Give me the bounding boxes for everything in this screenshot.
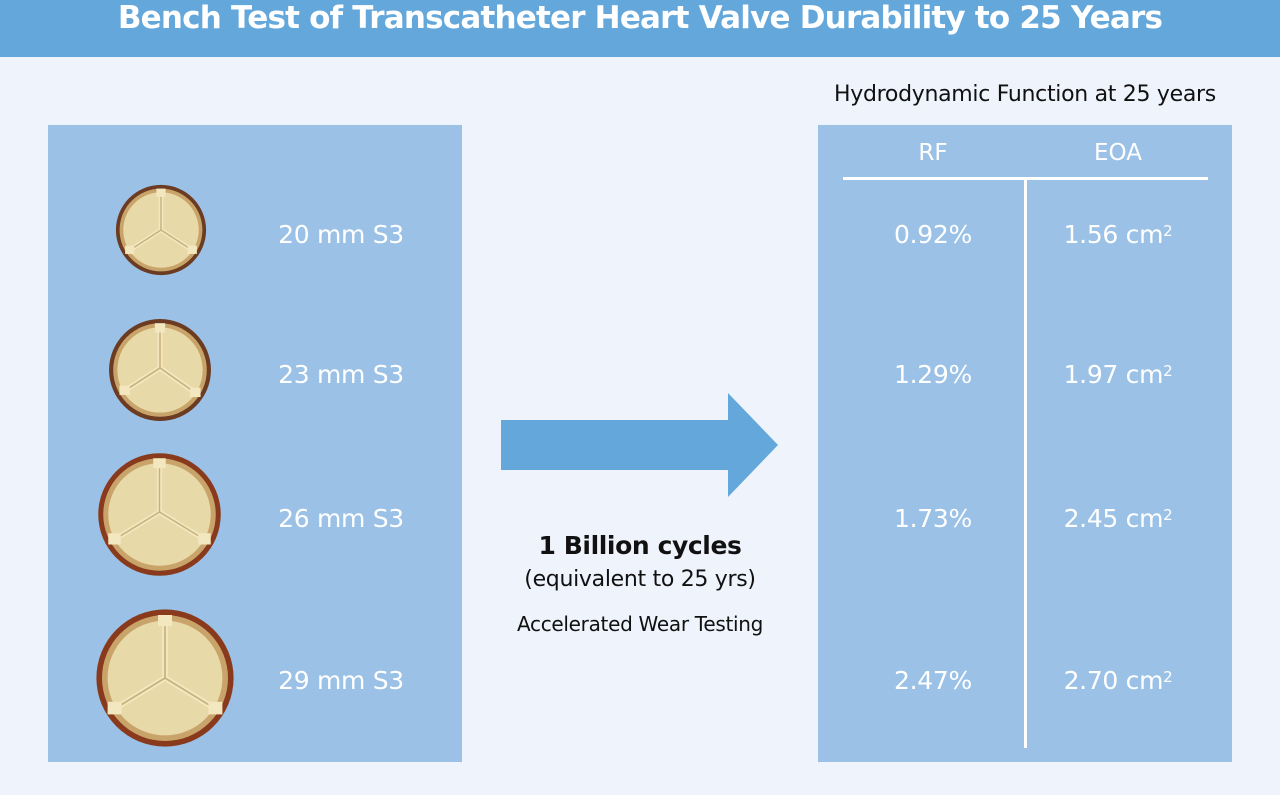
eoa-number: 2.45 cm — [1063, 504, 1164, 533]
cycles-equivalent: (equivalent to 25 yrs) — [524, 567, 756, 592]
column-divider — [1024, 177, 1027, 748]
column-header-rf: RF — [918, 140, 948, 166]
eoa-number: 1.97 cm — [1063, 360, 1164, 389]
test-method-caption: Accelerated Wear Testing — [516, 612, 764, 636]
eoa-number: 2.70 cm — [1063, 666, 1164, 695]
valve-label-29mm: 29 mm S3 — [278, 666, 404, 695]
rf-value-23mm: 1.29% — [894, 360, 972, 389]
rf-value-20mm: 0.92% — [894, 220, 972, 249]
valve-29mm-image — [95, 608, 235, 748]
valve-label-20mm: 20 mm S3 — [278, 220, 404, 249]
column-header-eoa: EOA — [1094, 140, 1142, 166]
hydrodynamic-title: Hydrodynamic Function at 25 years — [834, 82, 1216, 107]
eoa-exponent: 2 — [1163, 222, 1173, 240]
eoa-value-20mm: 1.56 cm2 — [1028, 220, 1208, 250]
heart-valve-icon — [96, 609, 234, 747]
eoa-value-23mm: 1.97 cm2 — [1028, 360, 1208, 390]
eoa-exponent: 2 — [1163, 668, 1173, 686]
valve-26mm-image — [97, 452, 222, 577]
eoa-value-26mm: 2.45 cm2 — [1028, 504, 1208, 534]
heart-valve-icon — [115, 184, 207, 276]
right-arrow-icon — [501, 393, 778, 497]
eoa-exponent: 2 — [1163, 362, 1173, 380]
page-title: Bench Test of Transcatheter Heart Valve … — [117, 0, 1163, 36]
rf-value-29mm: 2.47% — [894, 666, 972, 695]
cycles-title: 1 Billion cycles — [538, 531, 742, 560]
header-banner: Bench Test of Transcatheter Heart Valve … — [0, 0, 1280, 57]
valve-20mm-image — [115, 184, 207, 276]
heart-valve-icon — [98, 453, 221, 576]
eoa-number: 1.56 cm — [1063, 220, 1164, 249]
eoa-value-29mm: 2.70 cm2 — [1028, 666, 1208, 696]
valve-23mm-image — [108, 318, 212, 422]
valve-label-23mm: 23 mm S3 — [278, 360, 404, 389]
eoa-exponent: 2 — [1163, 506, 1173, 524]
rf-value-26mm: 1.73% — [894, 504, 972, 533]
heart-valve-icon — [109, 319, 211, 421]
valve-label-26mm: 26 mm S3 — [278, 504, 404, 533]
